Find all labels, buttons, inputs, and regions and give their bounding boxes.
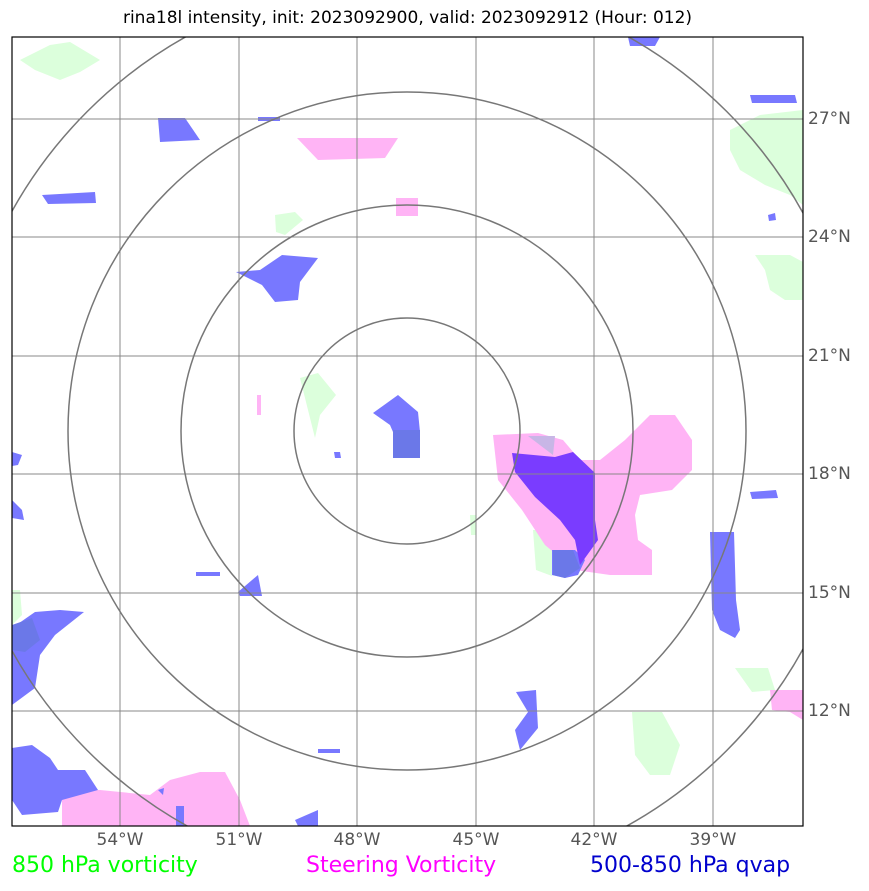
blue-qvap-regions <box>12 37 797 826</box>
lon-label-48w: 48°W <box>333 830 381 850</box>
graticule <box>12 37 803 826</box>
lat-label-12n: 12°N <box>808 701 851 721</box>
lat-label-27n: 27°N <box>808 109 851 129</box>
overlap-regions <box>12 430 598 652</box>
lat-label-24n: 24°N <box>808 227 851 247</box>
lon-label-45w: 45°W <box>452 830 500 850</box>
lon-label-39w: 39°W <box>689 830 737 850</box>
legend-qvap: 500-850 hPa qvap <box>590 853 791 878</box>
legend-steering-vorticity: Steering Vorticity <box>306 853 497 878</box>
map-title: rina18l intensity, init: 2023092900, val… <box>122 8 693 28</box>
range-rings <box>12 37 803 826</box>
lat-label-18n: 18°N <box>808 464 851 484</box>
lon-label-51w: 51°W <box>215 830 263 850</box>
plot-frame <box>11 36 804 827</box>
lat-label-15n: 15°N <box>808 583 851 603</box>
lon-label-42w: 42°W <box>570 830 618 850</box>
legend-850-vorticity: 850 hPa vorticity <box>12 853 198 878</box>
lat-label-21n: 21°N <box>808 346 851 366</box>
magenta-steering-regions <box>62 138 803 826</box>
lon-label-54w: 54°W <box>96 830 144 850</box>
